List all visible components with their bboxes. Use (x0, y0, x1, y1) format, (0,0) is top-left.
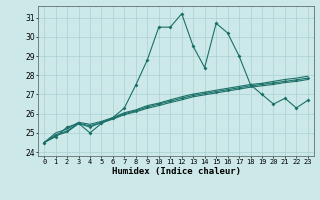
X-axis label: Humidex (Indice chaleur): Humidex (Indice chaleur) (111, 167, 241, 176)
